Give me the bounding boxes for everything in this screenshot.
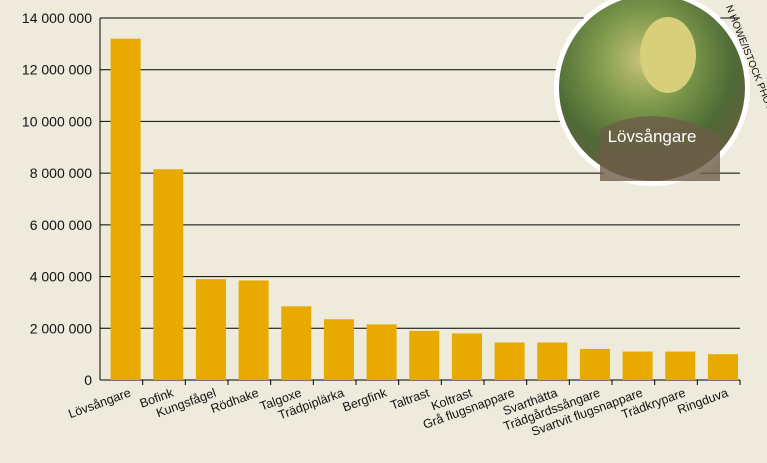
x-tick-label: Lövsångare bbox=[66, 386, 132, 422]
bar bbox=[195, 279, 226, 380]
y-tick-label: 2 000 000 bbox=[30, 320, 92, 336]
bird bbox=[640, 17, 696, 93]
y-tick-label: 14 000 000 bbox=[22, 10, 92, 26]
branch bbox=[600, 116, 720, 181]
photo: Lövsångare bbox=[554, 0, 750, 186]
y-tick-label: 8 000 000 bbox=[30, 165, 92, 181]
y-tick-label: 12 000 000 bbox=[22, 62, 92, 78]
bar bbox=[366, 324, 397, 380]
bar bbox=[494, 342, 525, 380]
bar bbox=[451, 333, 482, 380]
y-tick-label: 10 000 000 bbox=[22, 113, 92, 129]
bar bbox=[665, 351, 696, 380]
bar bbox=[409, 330, 440, 380]
x-tick-label: Bergfink bbox=[341, 385, 390, 414]
bar bbox=[281, 306, 312, 380]
bar bbox=[537, 342, 568, 380]
bar bbox=[110, 38, 141, 380]
photo-caption: Lövsångare bbox=[608, 127, 697, 146]
bar bbox=[707, 354, 738, 380]
y-tick-label: 0 bbox=[84, 372, 92, 388]
y-tick-label: 6 000 000 bbox=[30, 217, 92, 233]
x-tick-label: Taltrast bbox=[389, 385, 432, 412]
x-tick-label: Rödhake bbox=[209, 386, 261, 416]
bar bbox=[323, 319, 354, 380]
bar bbox=[153, 169, 184, 380]
bar bbox=[622, 351, 653, 380]
bar bbox=[579, 348, 610, 380]
y-tick-label: 4 000 000 bbox=[30, 269, 92, 285]
bar bbox=[238, 280, 269, 380]
